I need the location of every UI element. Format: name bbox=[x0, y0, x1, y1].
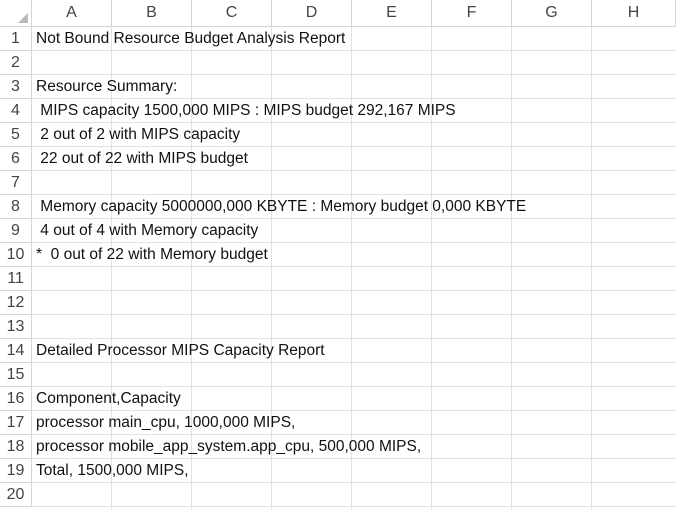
column-header-d[interactable]: D bbox=[272, 0, 352, 27]
row-header-5[interactable]: 5 bbox=[0, 123, 32, 147]
row-header-20[interactable]: 20 bbox=[0, 483, 32, 507]
gridline-column bbox=[351, 27, 352, 510]
cell-grid[interactable] bbox=[32, 27, 676, 510]
row-header-2[interactable]: 2 bbox=[0, 51, 32, 75]
cell-a4[interactable]: MIPS capacity 1500,000 MIPS : MIPS budge… bbox=[36, 102, 456, 119]
gridline-row bbox=[32, 362, 676, 363]
row-header-15[interactable]: 15 bbox=[0, 363, 32, 387]
row-header-11[interactable]: 11 bbox=[0, 267, 32, 291]
cell-a9[interactable]: 4 out of 4 with Memory capacity bbox=[36, 222, 259, 239]
cell-a16[interactable]: Component,Capacity bbox=[36, 390, 181, 407]
gridline-row bbox=[32, 410, 676, 411]
column-header-b[interactable]: B bbox=[112, 0, 192, 27]
gridline-row bbox=[32, 266, 676, 267]
row-header-6[interactable]: 6 bbox=[0, 147, 32, 171]
gridline-row bbox=[32, 218, 676, 219]
row-header-9[interactable]: 9 bbox=[0, 219, 32, 243]
gridline-row bbox=[32, 482, 676, 483]
gridline-column bbox=[111, 27, 112, 510]
cell-a10[interactable]: * 0 out of 22 with Memory budget bbox=[36, 246, 268, 263]
gridline-row bbox=[32, 50, 676, 51]
gridline-row bbox=[32, 386, 676, 387]
gridline-column bbox=[191, 27, 192, 510]
row-header-18[interactable]: 18 bbox=[0, 435, 32, 459]
column-header-f[interactable]: F bbox=[432, 0, 512, 27]
gridline-row bbox=[32, 170, 676, 171]
cell-a17[interactable]: processor main_cpu, 1000,000 MIPS, bbox=[36, 414, 296, 431]
row-header-8[interactable]: 8 bbox=[0, 195, 32, 219]
row-header-4[interactable]: 4 bbox=[0, 99, 32, 123]
column-header-e[interactable]: E bbox=[352, 0, 432, 27]
row-header-12[interactable]: 12 bbox=[0, 291, 32, 315]
gridline-row bbox=[32, 458, 676, 459]
column-header-a[interactable]: A bbox=[32, 0, 112, 27]
gridline-row bbox=[32, 314, 676, 315]
gridline-row bbox=[32, 146, 676, 147]
gridline-row bbox=[32, 506, 676, 507]
select-all-corner[interactable] bbox=[0, 0, 32, 27]
row-header-1[interactable]: 1 bbox=[0, 27, 32, 51]
gridline-row bbox=[32, 194, 676, 195]
cell-a5[interactable]: 2 out of 2 with MIPS capacity bbox=[36, 126, 241, 143]
gridline-row bbox=[32, 74, 676, 75]
column-header-h[interactable]: H bbox=[592, 0, 676, 27]
gridline-row bbox=[32, 434, 676, 435]
gridline-row bbox=[32, 98, 676, 99]
row-header-7[interactable]: 7 bbox=[0, 171, 32, 195]
cell-a1[interactable]: Not Bound Resource Budget Analysis Repor… bbox=[36, 30, 346, 47]
row-header-17[interactable]: 17 bbox=[0, 411, 32, 435]
cell-a8[interactable]: Memory capacity 5000000,000 KBYTE : Memo… bbox=[36, 198, 527, 215]
row-header-10[interactable]: 10 bbox=[0, 243, 32, 267]
gridline-column bbox=[591, 27, 592, 510]
row-header-19[interactable]: 19 bbox=[0, 459, 32, 483]
gridline-row bbox=[32, 338, 676, 339]
gridline-row bbox=[32, 242, 676, 243]
cell-a3[interactable]: Resource Summary: bbox=[36, 78, 178, 95]
cell-a19[interactable]: Total, 1500,000 MIPS, bbox=[36, 462, 189, 479]
row-header-14[interactable]: 14 bbox=[0, 339, 32, 363]
gridline-row bbox=[32, 122, 676, 123]
gridline-column bbox=[431, 27, 432, 510]
row-header-13[interactable]: 13 bbox=[0, 315, 32, 339]
gridline-column bbox=[271, 27, 272, 510]
gridline-row bbox=[32, 290, 676, 291]
column-header-g[interactable]: G bbox=[512, 0, 592, 27]
row-header-3[interactable]: 3 bbox=[0, 75, 32, 99]
row-header-16[interactable]: 16 bbox=[0, 387, 32, 411]
gridline-column bbox=[511, 27, 512, 510]
cell-a14[interactable]: Detailed Processor MIPS Capacity Report bbox=[36, 342, 325, 359]
select-all-triangle-icon bbox=[18, 13, 28, 23]
column-header-c[interactable]: C bbox=[192, 0, 272, 27]
cell-a6[interactable]: 22 out of 22 with MIPS budget bbox=[36, 150, 248, 167]
cell-a18[interactable]: processor mobile_app_system.app_cpu, 500… bbox=[36, 438, 422, 455]
